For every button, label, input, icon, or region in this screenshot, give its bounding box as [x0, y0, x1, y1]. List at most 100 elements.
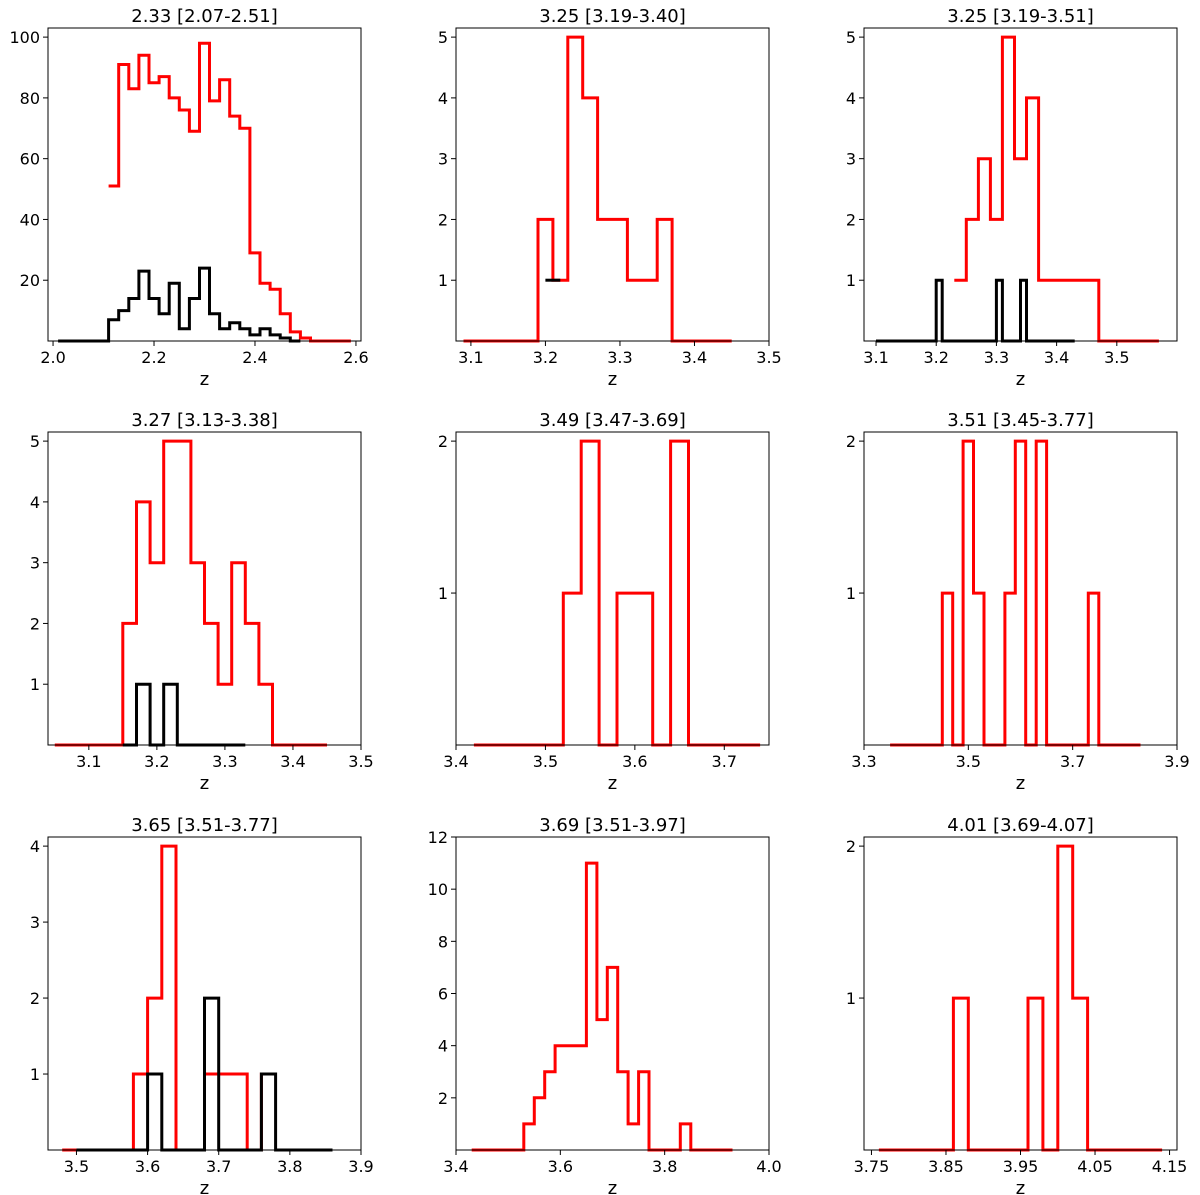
black-step-series [876, 278, 1075, 343]
y-tick-label: 2 [438, 432, 448, 451]
y-tick-label: 20 [20, 271, 40, 290]
chart-panel-1: 2.33 [2.07-2.51] 2.0 2.2 2.4 2.6 20 40 60 80 100 z [9, 6, 368, 390]
y-tick-label: 2 [846, 432, 856, 451]
y-tick-label: 60 [20, 150, 40, 169]
red-step-series [890, 439, 1141, 747]
x-tick-label: 3.8 [652, 1157, 677, 1176]
y-tick-label: 2 [30, 989, 40, 1008]
red-step-series [108, 41, 351, 343]
y-tick-label: 6 [438, 985, 448, 1004]
red-step-series [471, 861, 733, 1152]
x-tick-label: 3.1 [458, 348, 483, 367]
black-step-series [122, 682, 246, 747]
x-tick-label: 4.15 [1152, 1157, 1188, 1176]
x-axis-label: z [1016, 773, 1025, 794]
y-tick-label: 3 [30, 554, 40, 573]
chart-panel-7: 3.65 [3.51-3.77] 3.5 3.6 3.7 3.8 3.9 1 2 3 4 z [30, 815, 374, 1195]
x-tick-label: 3.3 [212, 752, 237, 771]
panel-title: 3.49 [3.47-3.69] [539, 410, 686, 431]
axes-frame [863, 431, 1178, 746]
y-tick-label: 4 [30, 837, 40, 856]
x-tick-label: 3.4 [280, 752, 305, 771]
chart-panel-5: 3.49 [3.47-3.69] 3.4 3.5 3.6 3.7 1 2 z [438, 410, 770, 794]
y-tick-label: 40 [20, 210, 40, 229]
x-tick-label: 3.7 [712, 752, 737, 771]
y-tick-label: 1 [846, 271, 856, 290]
x-tick-label: 3.6 [622, 752, 647, 771]
chart-panel-8: 3.69 [3.51-3.97] 3.4 3.6 3.8 4.0 2 4 6 8 10 12 z [428, 815, 782, 1195]
y-tick-label: 3 [846, 150, 856, 169]
x-axis-label: z [1016, 369, 1025, 390]
x-tick-label: 3.2 [924, 348, 949, 367]
axes-frame [455, 836, 770, 1151]
x-tick-label: 3.7 [206, 1157, 231, 1176]
x-tick-label: 3.3 [984, 348, 1009, 367]
black-step-series [58, 266, 301, 343]
y-tick-label: 5 [30, 432, 40, 451]
black-step-series [76, 996, 333, 1152]
y-tick-label: 2 [846, 210, 856, 229]
y-tick-label: 4 [846, 89, 856, 108]
x-tick-label: 3.2 [533, 348, 558, 367]
x-tick-label: 4.0 [756, 1157, 781, 1176]
panel-title: 3.51 [3.45-3.77] [947, 410, 1094, 431]
x-tick-label: 4.05 [1077, 1157, 1113, 1176]
axes-frame [47, 431, 362, 746]
y-tick-label: 1 [30, 675, 40, 694]
x-axis-label: z [1016, 1178, 1025, 1195]
x-tick-label: 3.2 [144, 752, 169, 771]
y-tick-label: 4 [438, 1037, 448, 1056]
x-tick-label: 3.75 [854, 1157, 890, 1176]
y-tick-label: 5 [846, 28, 856, 47]
y-tick-label: 1 [846, 989, 856, 1008]
red-step-series [54, 439, 327, 747]
x-tick-label: 3.4 [1044, 348, 1069, 367]
panel-title: 3.27 [3.13-3.38] [131, 410, 278, 431]
x-tick-label: 3.1 [76, 752, 101, 771]
red-step-series [954, 35, 1159, 343]
panel-title: 3.65 [3.51-3.77] [131, 815, 278, 836]
x-tick-label: 3.3 [607, 348, 632, 367]
y-tick-label: 1 [438, 584, 448, 603]
y-tick-label: 3 [30, 913, 40, 932]
axes-frame [47, 836, 362, 1151]
panel-title: 3.69 [3.51-3.97] [539, 815, 686, 836]
x-tick-label: 3.5 [1104, 348, 1129, 367]
red-step-series [473, 439, 761, 747]
x-axis-label: z [608, 369, 617, 390]
x-tick-label: 2.4 [242, 348, 267, 367]
chart-panel-2: 3.25 [3.19-3.40] 3.1 3.2 3.3 3.4 3.5 1 2 3 4 5 z [438, 6, 782, 390]
x-tick-label: 3.5 [533, 752, 558, 771]
chart-panel-4: 3.27 [3.13-3.38] 3.1 3.2 3.3 3.4 3.5 1 2 3 4 5 z [30, 410, 374, 794]
y-tick-label: 80 [20, 89, 40, 108]
x-tick-label: 3.5 [64, 1157, 89, 1176]
x-tick-label: 3.95 [1003, 1157, 1039, 1176]
y-tick-label: 4 [438, 89, 448, 108]
chart-panel-6: 3.51 [3.45-3.77] 3.3 3.5 3.7 3.9 1 2 z [846, 410, 1190, 794]
axes-frame [863, 27, 1178, 342]
x-tick-label: 3.1 [863, 348, 888, 367]
x-tick-label: 3.6 [548, 1157, 573, 1176]
y-tick-label: 5 [438, 28, 448, 47]
y-tick-label: 1 [30, 1065, 40, 1084]
y-tick-label: 10 [428, 880, 448, 899]
red-step-series [878, 844, 1163, 1152]
x-tick-label: 3.3 [851, 752, 876, 771]
axes-frame [455, 431, 770, 746]
panel-title: 2.33 [2.07-2.51] [131, 6, 278, 27]
x-tick-label: 2.2 [141, 348, 166, 367]
panel-title: 3.25 [3.19-3.51] [947, 6, 1094, 27]
x-axis-label: z [200, 369, 209, 390]
y-tick-label: 8 [438, 932, 448, 951]
y-tick-label: 2 [846, 837, 856, 856]
y-tick-label: 3 [438, 150, 448, 169]
x-axis-label: z [200, 1178, 209, 1195]
y-tick-label: 12 [428, 828, 448, 847]
chart-panel-3: 3.25 [3.19-3.51] 3.1 3.2 3.3 3.4 3.5 1 2 3 4 5 z [846, 6, 1178, 390]
x-tick-label: 3.85 [928, 1157, 964, 1176]
y-tick-label: 1 [438, 271, 448, 290]
x-axis-label: z [608, 773, 617, 794]
x-tick-label: 3.6 [135, 1157, 160, 1176]
red-step-series [463, 35, 732, 343]
